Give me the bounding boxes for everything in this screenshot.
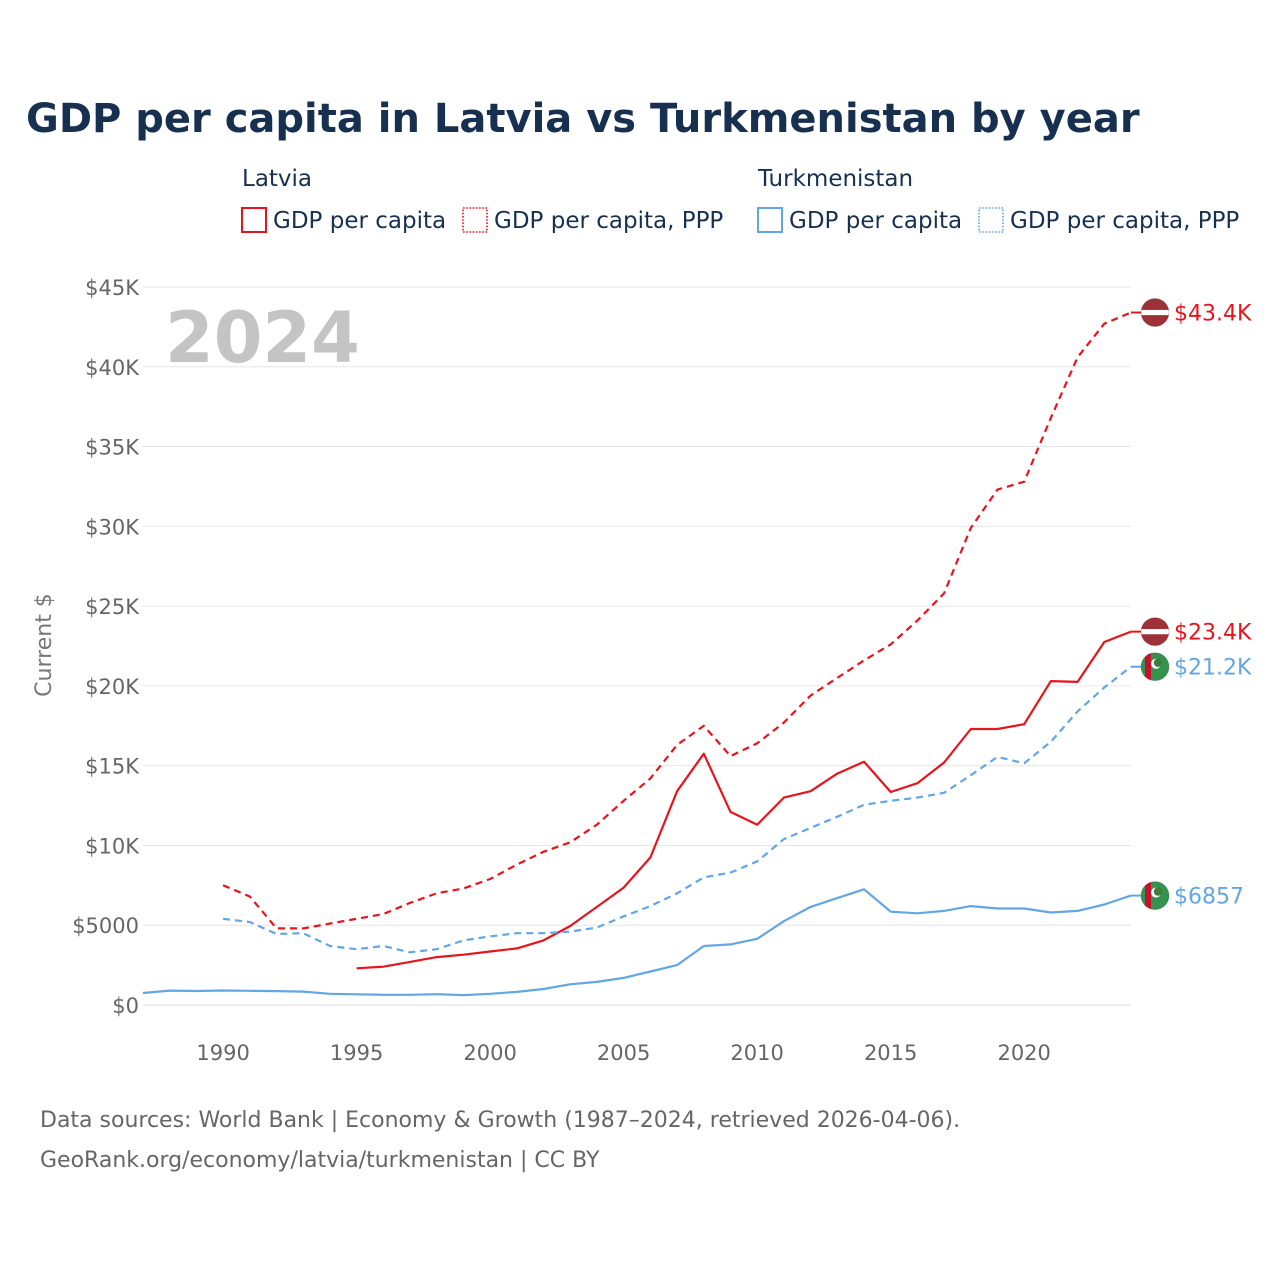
year-watermark: 2024 xyxy=(165,297,360,379)
legend-item-label[interactable]: GDP per capita xyxy=(273,208,446,234)
x-tick-label: 2020 xyxy=(997,1041,1050,1065)
y-tick-label: $45K xyxy=(85,276,140,300)
end-value-label: $43.4K xyxy=(1174,302,1252,327)
legend: Latvia GDP per capita GDP per capita, PPP T… xyxy=(241,166,1239,234)
end-value-label: $23.4K xyxy=(1174,621,1252,646)
x-tick-label: 2005 xyxy=(597,1041,650,1065)
series-line-1 xyxy=(356,630,1132,970)
series-line-2 xyxy=(222,665,1132,954)
y-tick-label: $20K xyxy=(85,675,140,699)
y-tick-label: $0 xyxy=(112,994,139,1018)
y-tick-label: $30K xyxy=(85,515,140,539)
x-axis-ticks: 1990 1995 2000 2005 2010 2015 2020 xyxy=(196,1041,1051,1065)
footer-attribution[interactable]: GeoRank.org/economy/latvia/turkmenistan … xyxy=(40,1148,600,1173)
x-tick-label: 2010 xyxy=(730,1041,783,1065)
y-tick-label: $5000 xyxy=(72,914,139,938)
legend-swatch[interactable] xyxy=(978,207,1004,233)
legend-swatch[interactable] xyxy=(462,207,488,233)
legend-item-label[interactable]: GDP per capita, PPP xyxy=(494,208,723,234)
footer-sources: Data sources: World Bank | Economy & Gro… xyxy=(40,1108,961,1133)
end-markers: $43.4K $23.4K $21.2K $6857 xyxy=(1131,298,1252,911)
legend-item-label[interactable]: GDP per capita xyxy=(789,208,962,234)
series-lines xyxy=(142,311,1132,997)
series-line-3 xyxy=(142,888,1132,997)
x-tick-label: 2015 xyxy=(864,1041,917,1065)
end-value-label: $21.2K xyxy=(1174,656,1252,681)
y-tick-label: $10K xyxy=(85,834,140,858)
y-tick-label: $35K xyxy=(85,436,140,460)
turkmenistan-flag-icon xyxy=(1141,881,1169,910)
x-tick-label: 2000 xyxy=(463,1041,516,1065)
y-tick-label: $40K xyxy=(85,356,140,380)
latvia-flag-icon xyxy=(1141,617,1169,646)
legend-group-title: Latvia xyxy=(242,166,312,192)
legend-item-label[interactable]: GDP per capita, PPP xyxy=(1010,208,1239,234)
latvia-flag-icon xyxy=(1141,298,1169,327)
x-tick-label: 1990 xyxy=(196,1041,249,1065)
legend-swatch[interactable] xyxy=(241,207,267,233)
end-value-label: $6857 xyxy=(1174,885,1244,910)
legend-swatch[interactable] xyxy=(757,207,783,233)
chart-title: GDP per capita in Latvia vs Turkmenistan… xyxy=(26,96,1140,142)
x-tick-label: 1995 xyxy=(330,1041,383,1065)
y-tick-label: $25K xyxy=(85,595,140,619)
turkmenistan-flag-icon xyxy=(1141,652,1169,681)
legend-group-title: Turkmenistan xyxy=(757,166,913,192)
grid-lines xyxy=(143,286,1131,1006)
y-axis-ticks: $0 $5000 $10K $15K $20K $25K $30K $35K $40K $45K xyxy=(72,276,140,1018)
series-line-0 xyxy=(222,311,1132,930)
y-axis-label: Current $ xyxy=(32,593,57,697)
y-tick-label: $15K xyxy=(85,755,140,779)
